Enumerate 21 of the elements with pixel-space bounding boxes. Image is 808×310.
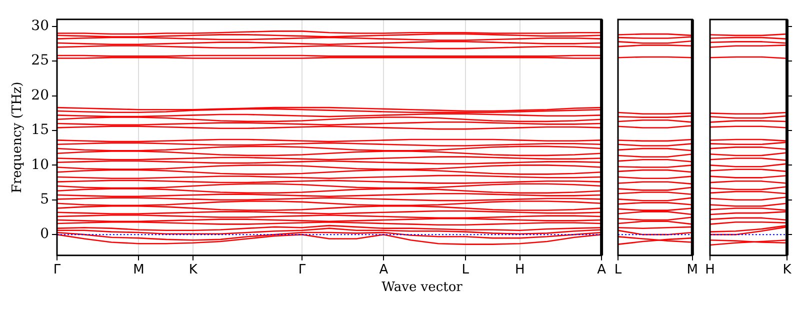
x-tick-label: L xyxy=(462,262,470,278)
y-tick-label: 10 xyxy=(31,156,49,173)
x-tick-label: A xyxy=(379,262,388,278)
x-axis-title: Wave vector xyxy=(380,280,464,295)
x-tick-label: K xyxy=(188,262,198,278)
x-tick-label: Γ xyxy=(298,262,306,278)
x-tick-label: A xyxy=(597,262,606,278)
x-tick-label: K xyxy=(782,262,792,278)
x-tick-label: M xyxy=(133,262,144,278)
x-tick-label: M xyxy=(686,262,698,278)
y-axis-title: Frequency (THz) xyxy=(10,82,26,194)
x-tick-label: Γ xyxy=(53,262,62,278)
x-tick-label: H xyxy=(514,262,525,278)
y-tick-label: 15 xyxy=(31,122,49,138)
y-tick-label: 20 xyxy=(31,87,49,104)
y-tick-label: 25 xyxy=(31,52,49,69)
y-tick-label: 30 xyxy=(31,18,49,34)
y-tick-label: 5 xyxy=(40,192,49,208)
x-tick-label: H xyxy=(705,262,715,278)
x-tick-label: L xyxy=(614,262,622,278)
y-tick-label: 0 xyxy=(40,226,49,242)
